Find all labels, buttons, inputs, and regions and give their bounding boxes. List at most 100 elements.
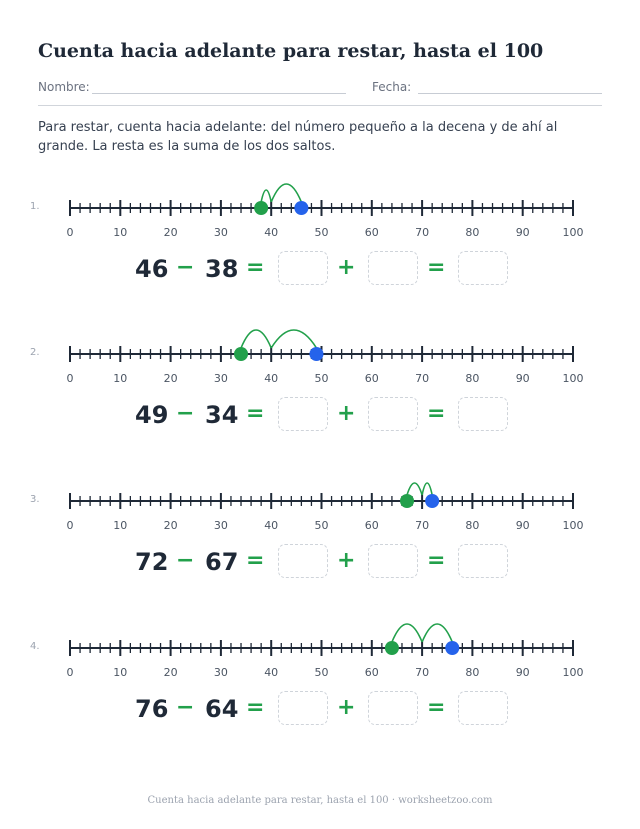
equals-sign: =: [246, 695, 265, 720]
equals-sign: =: [246, 548, 265, 573]
tick-label: 10: [113, 666, 127, 679]
answer-box-second-jump[interactable]: [368, 691, 418, 725]
tick-label: 60: [365, 372, 379, 385]
jump-arc: [270, 329, 318, 349]
tick-label: 50: [315, 666, 329, 679]
problem-3: 3. 0 10 20 30 40 50 60 70 80 90 100 72−67 = + =: [0, 453, 640, 578]
problem-4: 4. 0 10 20 30 40 50 60 70 80 90 100 76−64 = + =: [0, 600, 640, 725]
subtrahend: 64: [205, 695, 239, 723]
tick-label: 10: [113, 226, 127, 239]
tick-label: 80: [465, 519, 479, 532]
start-dot: [384, 641, 399, 655]
jump-arc: [260, 189, 272, 203]
equals-sign: =: [246, 255, 265, 280]
tick-label: 100: [563, 666, 584, 679]
end-dot: [309, 347, 324, 361]
jump-arc: [270, 183, 303, 203]
tick-label: 90: [516, 666, 530, 679]
answer-box-first-jump[interactable]: [278, 397, 328, 431]
equation-row: 49−34 = + =: [0, 397, 640, 447]
tick-label: 50: [315, 372, 329, 385]
date-field[interactable]: [418, 93, 602, 94]
subtrahend: 34: [205, 401, 239, 429]
tick-label: 90: [516, 226, 530, 239]
problem-number: 2.: [30, 347, 40, 358]
tick-label: 90: [516, 519, 530, 532]
plus-sign: +: [337, 255, 356, 280]
tick-label: 70: [415, 666, 429, 679]
tick-label: 60: [365, 226, 379, 239]
jump-arc: [391, 623, 423, 643]
tick-label: 100: [563, 519, 584, 532]
tick-label: 70: [415, 226, 429, 239]
jump-arc: [421, 482, 433, 496]
minus-sign: −: [176, 695, 195, 720]
tick-label: 40: [264, 372, 278, 385]
tick-label: 50: [315, 226, 329, 239]
tick-label: 30: [214, 519, 228, 532]
tick-label: 20: [164, 519, 178, 532]
plus-sign: +: [337, 548, 356, 573]
tick-label: 10: [113, 519, 127, 532]
subtrahend: 67: [205, 548, 239, 576]
tick-label: 70: [415, 372, 429, 385]
answer-box-result[interactable]: [458, 691, 508, 725]
problem-number: 3.: [30, 494, 40, 505]
problem-1: 1. 0 10 20 30 40 50 60 70 80 90 100 46−38 = + =: [0, 160, 640, 285]
tick-label: 30: [214, 666, 228, 679]
tick-label: 30: [214, 226, 228, 239]
tick-label: 70: [415, 519, 429, 532]
equation-row: 72−67 = + =: [0, 544, 640, 594]
jump-arc: [240, 329, 272, 349]
name-field[interactable]: [92, 93, 346, 94]
answer-box-result[interactable]: [458, 397, 508, 431]
answer-box-result[interactable]: [458, 251, 508, 285]
answer-box-first-jump[interactable]: [278, 691, 328, 725]
problem-number: 1.: [30, 201, 40, 212]
tick-label: 80: [465, 226, 479, 239]
minus-sign: −: [176, 548, 195, 573]
equals-sign: =: [246, 401, 265, 426]
problem-number: 4.: [30, 641, 40, 652]
answer-box-second-jump[interactable]: [368, 544, 418, 578]
tick-label: 0: [67, 519, 74, 532]
subtrahend: 38: [205, 255, 239, 283]
number-line: 0 10 20 30 40 50 60 70 80 90 100: [67, 623, 584, 679]
worksheet-title: Cuenta hacia adelante para restar, hasta…: [38, 40, 544, 62]
jump-arc: [406, 482, 423, 496]
footer-text: Cuenta hacia adelante para restar, hasta…: [147, 795, 493, 806]
equation-row: 46−38 = + =: [0, 251, 640, 301]
equals-sign: =: [427, 255, 446, 280]
answer-box-second-jump[interactable]: [368, 251, 418, 285]
start-dot: [400, 494, 415, 508]
header-divider: [38, 105, 602, 106]
answer-box-first-jump[interactable]: [278, 251, 328, 285]
name-label: Nombre:: [38, 80, 90, 94]
tick-label: 80: [465, 372, 479, 385]
tick-label: 20: [164, 666, 178, 679]
minuend: 46: [135, 255, 169, 283]
end-dot: [294, 201, 309, 215]
number-line: 0 10 20 30 40 50 60 70 80 90 100: [67, 183, 584, 239]
problem-2: 2. 0 10 20 30 40 50 60 70 80 90 100 49−34 = + =: [0, 306, 640, 431]
tick-label: 80: [465, 666, 479, 679]
tick-label: 40: [264, 226, 278, 239]
answer-box-first-jump[interactable]: [278, 544, 328, 578]
tick-label: 50: [315, 519, 329, 532]
answer-box-result[interactable]: [458, 544, 508, 578]
number-line: 0 10 20 30 40 50 60 70 80 90 100: [67, 329, 584, 385]
minuend: 72: [135, 548, 169, 576]
number-line: 0 10 20 30 40 50 60 70 80 90 100: [67, 482, 584, 532]
date-label: Fecha:: [372, 80, 412, 94]
tick-label: 0: [67, 666, 74, 679]
equals-sign: =: [427, 401, 446, 426]
minuend: 49: [135, 401, 169, 429]
tick-label: 20: [164, 226, 178, 239]
equals-sign: =: [427, 548, 446, 573]
tick-label: 40: [264, 666, 278, 679]
answer-box-second-jump[interactable]: [368, 397, 418, 431]
minus-sign: −: [176, 401, 195, 426]
jump-arc: [421, 623, 454, 643]
tick-label: 100: [563, 372, 584, 385]
end-dot: [425, 494, 440, 508]
